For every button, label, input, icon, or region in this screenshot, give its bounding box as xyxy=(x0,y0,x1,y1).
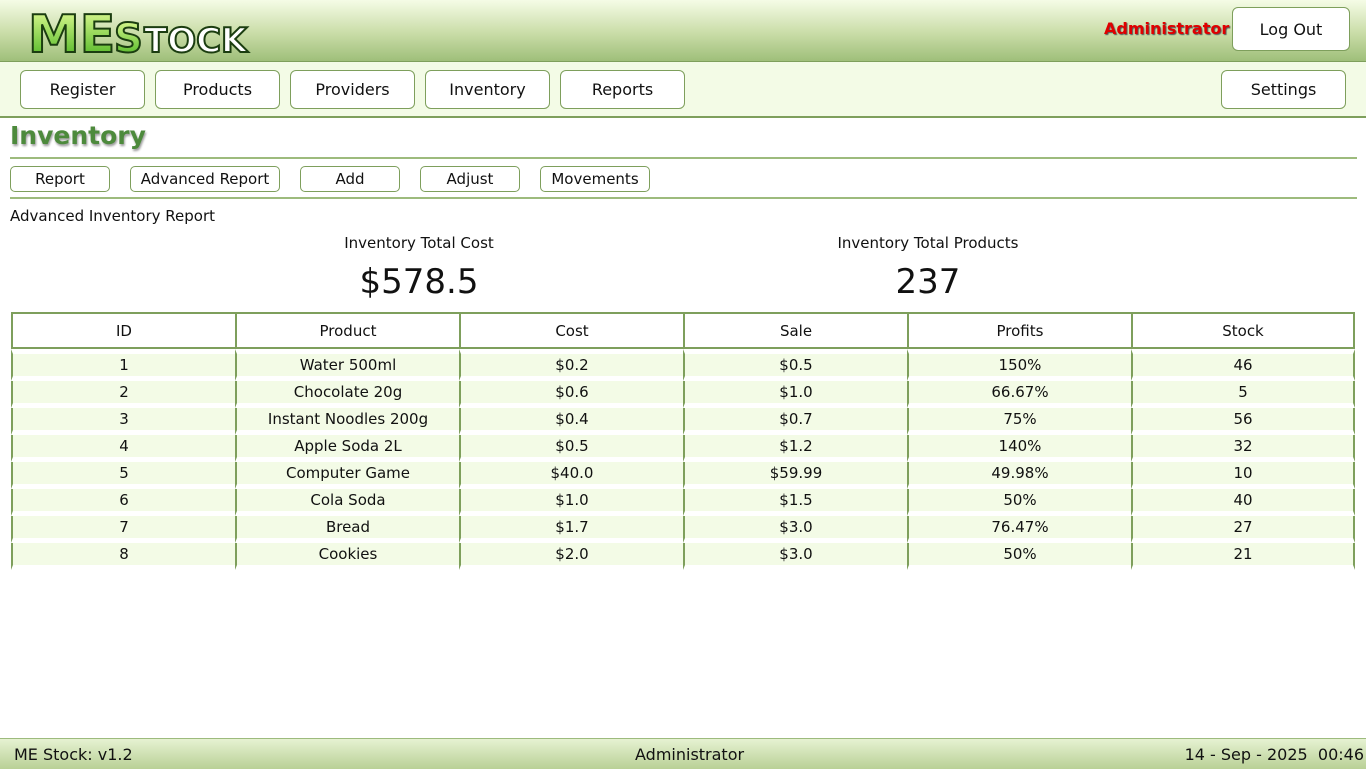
cell-product: Computer Game xyxy=(235,462,459,489)
cell-sale: $3.0 xyxy=(683,516,907,543)
total-cost-value: $578.5 xyxy=(359,262,479,302)
app-header: ME S TOCK Administrator Log Out xyxy=(0,0,1366,62)
cell-cost: $40.0 xyxy=(459,462,683,489)
subnav-divider xyxy=(10,197,1357,199)
cell-profits: 140% xyxy=(907,435,1131,462)
cell-stock: 21 xyxy=(1131,543,1355,570)
table-row[interactable]: 4 Apple Soda 2L $0.5 $1.2 140% 32 xyxy=(11,435,1355,462)
cell-product: Cookies xyxy=(235,543,459,570)
logout-button[interactable]: Log Out xyxy=(1232,7,1350,51)
cell-cost: $1.7 xyxy=(459,516,683,543)
total-products-value: 237 xyxy=(895,262,961,302)
cell-id: 3 xyxy=(11,408,235,435)
cell-stock: 32 xyxy=(1131,435,1355,462)
current-user-role: Administrator xyxy=(1104,19,1230,38)
cell-stock: 46 xyxy=(1131,349,1355,381)
adjust-button[interactable]: Adjust xyxy=(420,166,520,192)
cell-id: 5 xyxy=(11,462,235,489)
nav-inventory-button[interactable]: Inventory xyxy=(425,70,550,109)
table-row[interactable]: 1 Water 500ml $0.2 $0.5 150% 46 xyxy=(11,349,1355,381)
cell-sale: $0.5 xyxy=(683,349,907,381)
column-header-stock[interactable]: Stock xyxy=(1131,312,1355,349)
cell-id: 6 xyxy=(11,489,235,516)
cell-cost: $0.4 xyxy=(459,408,683,435)
cell-cost: $0.2 xyxy=(459,349,683,381)
cell-stock: 27 xyxy=(1131,516,1355,543)
cell-sale: $1.2 xyxy=(683,435,907,462)
cell-stock: 40 xyxy=(1131,489,1355,516)
table-row[interactable]: 5 Computer Game $40.0 $59.99 49.98% 10 xyxy=(11,462,1355,489)
cell-id: 2 xyxy=(11,381,235,408)
table-row[interactable]: 2 Chocolate 20g $0.6 $1.0 66.67% 5 xyxy=(11,381,1355,408)
version-label: ME Stock: v1.2 xyxy=(14,745,133,764)
table-row[interactable]: 3 Instant Noodles 200g $0.4 $0.7 75% 56 xyxy=(11,408,1355,435)
cell-id: 4 xyxy=(11,435,235,462)
cell-product: Water 500ml xyxy=(235,349,459,381)
cell-sale: $59.99 xyxy=(683,462,907,489)
column-header-product[interactable]: Product xyxy=(235,312,459,349)
cell-sale: $1.5 xyxy=(683,489,907,516)
column-header-cost[interactable]: Cost xyxy=(459,312,683,349)
cell-stock: 56 xyxy=(1131,408,1355,435)
cell-profits: 75% xyxy=(907,408,1131,435)
cell-product: Bread xyxy=(235,516,459,543)
column-header-sale[interactable]: Sale xyxy=(683,312,907,349)
cell-sale: $1.0 xyxy=(683,381,907,408)
cell-profits: 150% xyxy=(907,349,1131,381)
cell-profits: 49.98% xyxy=(907,462,1131,489)
svg-text:S: S xyxy=(114,16,143,58)
cell-stock: 10 xyxy=(1131,462,1355,489)
svg-text:ME: ME xyxy=(28,6,115,58)
cell-product: Apple Soda 2L xyxy=(235,435,459,462)
title-divider xyxy=(10,157,1357,159)
total-products-label: Inventory Total Products xyxy=(837,234,1019,252)
column-header-id[interactable]: ID xyxy=(11,312,235,349)
nav-reports-button[interactable]: Reports xyxy=(560,70,685,109)
add-button[interactable]: Add xyxy=(300,166,400,192)
nav-settings-button[interactable]: Settings xyxy=(1221,70,1346,109)
cell-id: 7 xyxy=(11,516,235,543)
advanced-report-button[interactable]: Advanced Report xyxy=(130,166,280,192)
datetime-label: 14 - Sep - 2025 00:46 xyxy=(1184,745,1364,764)
cell-profits: 50% xyxy=(907,543,1131,570)
table-row[interactable]: 8 Cookies $2.0 $3.0 50% 21 xyxy=(11,543,1355,570)
total-cost-label: Inventory Total Cost xyxy=(344,234,494,252)
inventory-table: ID Product Cost Sale Profits Stock 1 Wat… xyxy=(11,312,1355,570)
svg-text:TOCK: TOCK xyxy=(144,21,249,58)
table-header-row: ID Product Cost Sale Profits Stock xyxy=(11,312,1355,349)
cell-cost: $0.5 xyxy=(459,435,683,462)
cell-id: 1 xyxy=(11,349,235,381)
cell-id: 8 xyxy=(11,543,235,570)
main-nav: Register Products Providers Inventory Re… xyxy=(0,62,1366,118)
mestock-logo: ME S TOCK xyxy=(27,6,250,58)
nav-products-button[interactable]: Products xyxy=(155,70,280,109)
cell-sale: $0.7 xyxy=(683,408,907,435)
cell-profits: 66.67% xyxy=(907,381,1131,408)
status-bar: ME Stock: v1.2 Administrator 14 - Sep - … xyxy=(0,738,1366,769)
report-title: Advanced Inventory Report xyxy=(10,207,215,225)
cell-product: Chocolate 20g xyxy=(235,381,459,408)
table-row[interactable]: 7 Bread $1.7 $3.0 76.47% 27 xyxy=(11,516,1355,543)
cell-sale: $3.0 xyxy=(683,543,907,570)
column-header-profits[interactable]: Profits xyxy=(907,312,1131,349)
table-row[interactable]: 6 Cola Soda $1.0 $1.5 50% 40 xyxy=(11,489,1355,516)
report-button[interactable]: Report xyxy=(10,166,110,192)
cell-cost: $1.0 xyxy=(459,489,683,516)
footer-user-label: Administrator xyxy=(635,745,745,764)
cell-stock: 5 xyxy=(1131,381,1355,408)
nav-register-button[interactable]: Register xyxy=(20,70,145,109)
cell-profits: 50% xyxy=(907,489,1131,516)
cell-product: Instant Noodles 200g xyxy=(235,408,459,435)
cell-cost: $0.6 xyxy=(459,381,683,408)
cell-cost: $2.0 xyxy=(459,543,683,570)
movements-button[interactable]: Movements xyxy=(540,166,650,192)
cell-profits: 76.47% xyxy=(907,516,1131,543)
nav-providers-button[interactable]: Providers xyxy=(290,70,415,109)
cell-product: Cola Soda xyxy=(235,489,459,516)
page-title: Inventory xyxy=(10,121,146,150)
